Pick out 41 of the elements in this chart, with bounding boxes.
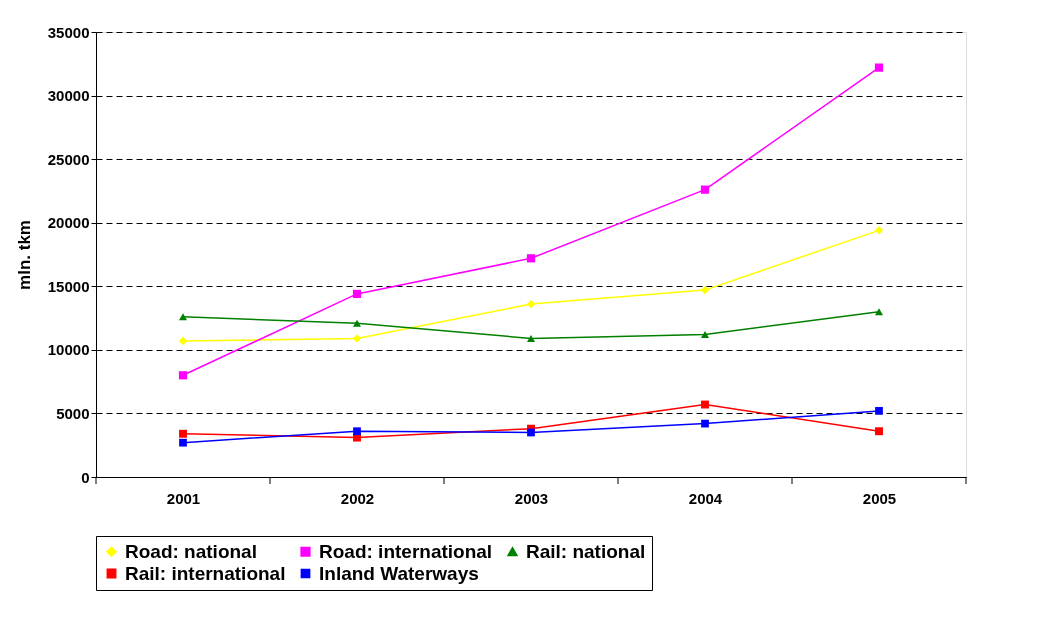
point — [178, 313, 188, 321]
legend-label: Road: national — [125, 540, 257, 562]
x-tick-label: 2003 — [514, 489, 549, 507]
point — [352, 289, 362, 299]
y-tick-label: 0 — [81, 468, 90, 486]
point — [874, 226, 884, 235]
x-tick-label: 2002 — [340, 489, 375, 507]
point — [178, 336, 188, 346]
point — [178, 371, 188, 380]
point — [179, 438, 187, 447]
x-tick-label: 2005 — [862, 489, 897, 507]
y-tick-label: 15000 — [47, 277, 90, 295]
point — [875, 407, 883, 415]
y-axis-title: mln. tkm — [14, 220, 34, 290]
y-tick-label: 5000 — [56, 404, 90, 422]
legend-label: Rail: international — [125, 562, 286, 584]
legend-label: Rail: national — [526, 540, 646, 562]
x-tick-label: 2004 — [688, 489, 723, 507]
point — [874, 63, 884, 72]
point — [700, 285, 710, 295]
point — [527, 428, 535, 437]
y-tick-label: 35000 — [47, 23, 90, 41]
legend-label: Road: international — [319, 540, 493, 562]
point — [352, 319, 362, 327]
point — [526, 334, 536, 342]
point — [874, 308, 884, 316]
point — [353, 427, 361, 436]
legend-label: Inland Waterways — [319, 562, 479, 584]
point — [526, 299, 536, 309]
point — [526, 254, 536, 263]
point — [700, 185, 710, 194]
y-tick-label: 30000 — [47, 87, 90, 105]
point — [875, 427, 883, 436]
y-tick-label: 10000 — [47, 341, 90, 359]
y-tick-label: 20000 — [47, 214, 90, 232]
point — [700, 331, 710, 339]
y-tick-label: 25000 — [47, 150, 90, 168]
point — [352, 334, 362, 343]
point — [701, 419, 709, 428]
x-tick-label: 2001 — [166, 489, 201, 507]
point — [179, 429, 187, 438]
